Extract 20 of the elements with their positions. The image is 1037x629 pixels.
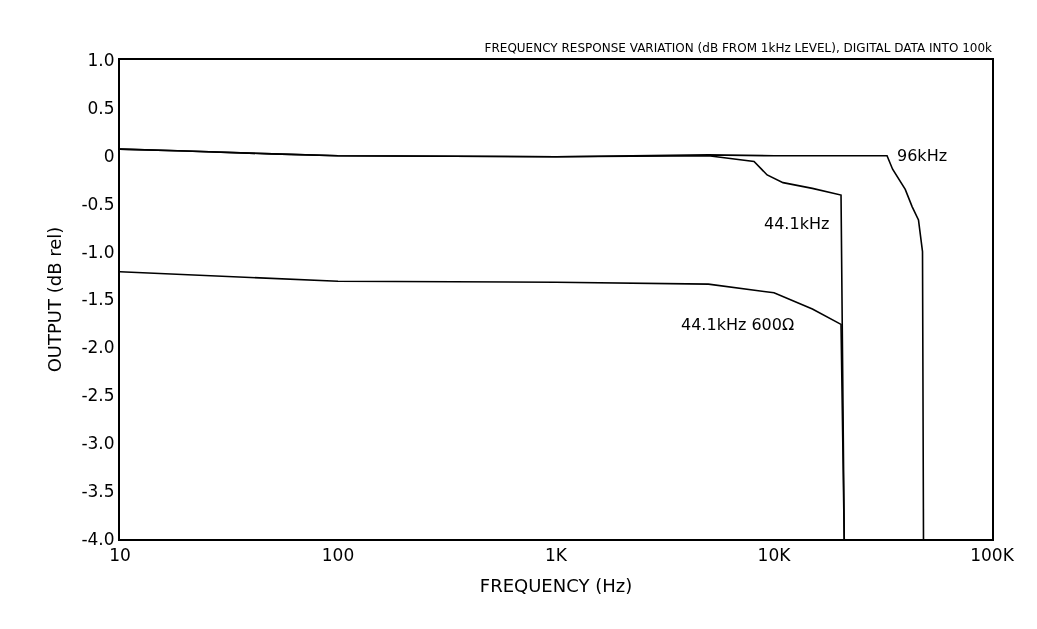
y-tick-label: -1.0: [81, 241, 115, 262]
y-tick-label: 0: [103, 145, 115, 166]
y-tick-label: -3.5: [81, 481, 115, 502]
series-label: 44.1kHz 600Ω: [681, 315, 795, 334]
y-tick-label: 1.0: [87, 49, 115, 70]
y-tick-label: -0.5: [81, 193, 115, 214]
y-tick-label: -2.5: [81, 385, 115, 406]
x-tick-label: 1K: [545, 545, 568, 566]
y-axis-title: OUTPUT (dB rel): [44, 226, 66, 373]
chart-title: FREQUENCY RESPONSE VARIATION (dB FROM 1kHz LEVEL), DIGITAL DATA INTO 100k: [484, 41, 993, 55]
series-label: 96kHz: [897, 146, 948, 165]
x-tick-label: 100K: [970, 545, 1015, 566]
y-tick-label: -3.0: [81, 433, 115, 454]
y-tick-label: -2.0: [81, 337, 115, 358]
x-tick-label: 10K: [757, 545, 792, 566]
y-tick-label: 0.5: [87, 97, 115, 118]
x-tick-label: 100: [321, 545, 355, 566]
series-label: 44.1kHz: [764, 214, 830, 233]
x-axis-title: FREQUENCY (Hz): [479, 575, 633, 596]
y-tick-label: -1.5: [81, 289, 115, 310]
